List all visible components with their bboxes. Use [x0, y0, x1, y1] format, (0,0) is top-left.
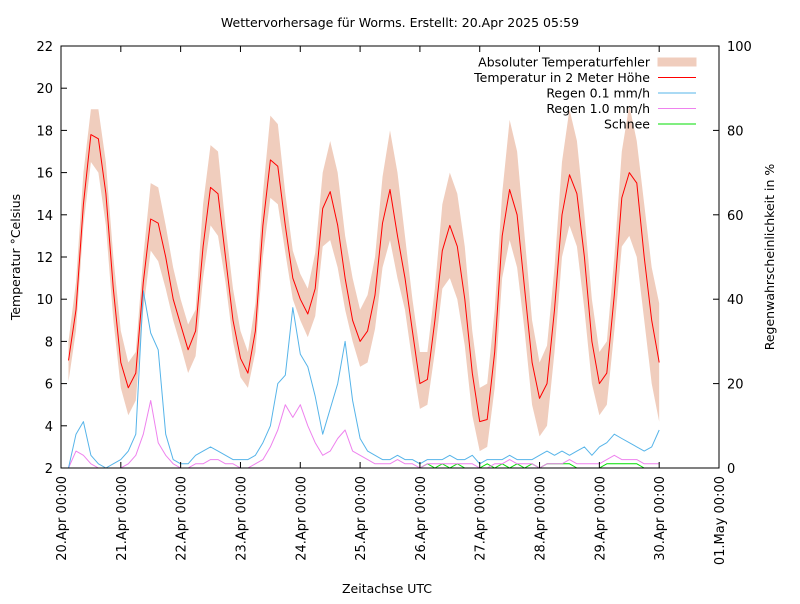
legend-swatch-band: [657, 57, 697, 67]
x-tick-label: 27.Apr 00:00: [474, 476, 489, 561]
rain-1mm-line: [68, 400, 660, 469]
y-tick-label: 10: [36, 293, 53, 308]
y-tick-label: 2: [45, 462, 53, 477]
y-axis-label: Temperatur °Celsius: [8, 194, 23, 321]
x-tick-label: 22.Apr 00:00: [175, 476, 190, 561]
y2-tick-label: 20: [727, 378, 744, 393]
y2-tick-label: 60: [727, 209, 744, 224]
x-axis-label: Zeitachse UTC: [342, 581, 432, 596]
legend-label: Temperatur in 2 Meter Höhe: [473, 70, 650, 85]
x-tick-label: 01.May 00:00: [713, 476, 728, 565]
y2-tick-label: 0: [727, 462, 735, 477]
x-tick-label: 21.Apr 00:00: [115, 476, 130, 561]
x-tick-label: 29.Apr 00:00: [593, 476, 608, 561]
temperature-line: [68, 134, 660, 423]
rain-01mm-line: [68, 290, 660, 469]
y2-tick-label: 80: [727, 124, 744, 139]
x-tick-label: 20.Apr 00:00: [55, 476, 70, 561]
x-tick-label: 24.Apr 00:00: [294, 476, 309, 561]
y-tick-label: 6: [45, 378, 53, 393]
x-tick-label: 23.Apr 00:00: [234, 476, 249, 561]
legend-label: Absoluter Temperaturfehler: [478, 55, 651, 70]
x-tick-label: 28.Apr 00:00: [534, 476, 549, 561]
y-tick-label: 4: [45, 420, 53, 435]
legend-label: Schnee: [604, 117, 650, 132]
x-tick-label: 26.Apr 00:00: [414, 476, 429, 561]
y-axis-right: 0 20 40 60 80 100: [713, 40, 752, 477]
y-tick-label: 8: [45, 335, 53, 350]
y2-axis-label: Regenwahrscheinlichkeit in %: [762, 164, 777, 351]
y2-tick-label: 40: [727, 293, 744, 308]
y-axis-left: 2 4 6 8 10 12 14 16 18 20 22: [36, 40, 67, 477]
x-axis: 20.Apr 00:00 21.Apr 00:00 22.Apr 00:00 23.A…: [55, 46, 728, 565]
x-tick-label: 30.Apr 00:00: [653, 476, 668, 561]
y-tick-label: 16: [36, 167, 53, 182]
y-tick-label: 18: [36, 124, 53, 139]
y-tick-label: 20: [36, 82, 53, 97]
y2-tick-label: 100: [727, 40, 752, 55]
chart-title: Wettervorhersage für Worms. Erstellt: 20…: [221, 15, 579, 30]
legend-label: Regen 1.0 mm/h: [546, 101, 650, 116]
x-tick-label: 25.Apr 00:00: [354, 476, 369, 561]
y-tick-label: 22: [36, 40, 53, 55]
legend-label: Regen 0.1 mm/h: [546, 86, 650, 101]
y-tick-label: 12: [36, 251, 53, 266]
y-tick-label: 14: [36, 209, 53, 224]
